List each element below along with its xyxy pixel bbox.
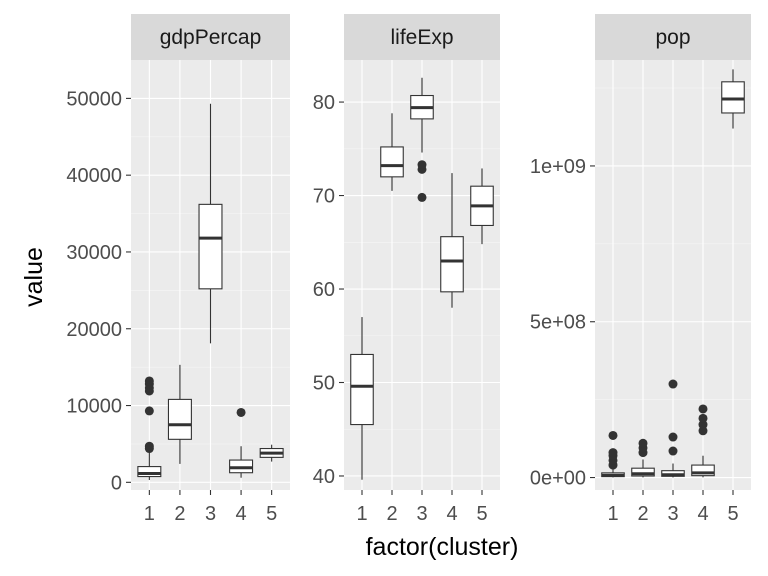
y-tick-label: 70 [313, 186, 335, 208]
boxplot-gdpPercap-cluster-1 [137, 376, 162, 481]
outlier-point [144, 441, 154, 451]
boxplot-lifeExp-cluster-2 [380, 113, 404, 191]
iqr-box [198, 203, 223, 290]
outlier-point [417, 192, 427, 202]
boxplot-pop-cluster-5 [721, 69, 745, 129]
facet-panel-lifeExp: 40 50 60 70 80 1 2 3 4 5 lifeExp [313, 14, 500, 525]
y-tick-label: 40000 [66, 165, 122, 187]
outlier-point [236, 407, 246, 417]
x-tick-label: 3 [205, 503, 216, 525]
facet-panel-pop: 0e+00 5e+08 1e+09 1 2 3 4 5 pop [530, 14, 751, 525]
outlier-point [144, 406, 154, 416]
outlier-point [144, 376, 154, 386]
iqr-box [137, 466, 162, 478]
facet-strip [131, 14, 290, 60]
facet-strip-label: gdpPercap [160, 26, 262, 49]
y-tick-label: 60 [313, 279, 335, 301]
x-tick-label: 5 [727, 503, 738, 525]
facet-strip-label: lifeExp [390, 26, 453, 49]
boxplot-lifeExp-cluster-1 [350, 317, 374, 480]
outlier-point [698, 413, 708, 423]
y-tick-label: 20000 [66, 319, 122, 341]
x-tick-label: 3 [416, 503, 427, 525]
outlier-point [608, 430, 618, 440]
facet-strip-label: pop [655, 26, 690, 49]
boxplot-gdpPercap-cluster-4 [229, 407, 254, 478]
facet-strip [344, 14, 500, 60]
y-tick-label: 5e+08 [530, 312, 586, 334]
x-tick-label: 5 [476, 503, 487, 525]
iqr-box [167, 398, 192, 440]
boxplot-lifeExp-cluster-5 [470, 168, 494, 245]
y-tick-label: 40 [313, 466, 335, 488]
y-axis-title: value [20, 247, 48, 307]
y-tick-label: 1e+09 [530, 156, 586, 178]
x-tick-label: 4 [446, 503, 457, 525]
y-tick-label: 50 [313, 373, 335, 395]
x-tick-label: 2 [637, 503, 648, 525]
iqr-box [440, 236, 464, 293]
iqr-box [721, 81, 745, 114]
boxplot-pop-cluster-1 [601, 430, 625, 478]
y-tick-label: 0 [111, 472, 122, 494]
boxplot-gdpPercap-cluster-2 [167, 364, 192, 464]
facet-panel-gdpPercap: 0 10000 20000 30000 40000 50000 1 2 3 4 5 gdpPercap [66, 14, 290, 525]
x-tick-label: 1 [144, 503, 155, 525]
boxplot-gdpPercap-cluster-5 [259, 444, 284, 462]
x-tick-label: 1 [356, 503, 367, 525]
boxplot-lifeExp-cluster-3 [410, 77, 434, 202]
outlier-point [698, 404, 708, 414]
y-tick-label: 80 [313, 92, 335, 114]
outlier-point [698, 420, 708, 430]
iqr-box [380, 146, 404, 178]
outlier-point [668, 446, 678, 456]
boxplot-gdpPercap-cluster-3 [198, 103, 223, 344]
x-tick-label: 4 [236, 503, 247, 525]
x-tick-label: 2 [386, 503, 397, 525]
boxplot-pop-cluster-2 [631, 438, 655, 478]
outlier-point [698, 426, 708, 436]
outlier-point [608, 448, 618, 458]
y-tick-label: 0e+00 [530, 468, 586, 490]
y-tick-label: 10000 [66, 396, 122, 418]
boxplot-pop-cluster-3 [661, 379, 685, 478]
boxplot-pop-cluster-4 [691, 404, 715, 478]
facet-strip [595, 14, 751, 60]
boxplot-lifeExp-cluster-4 [440, 173, 464, 308]
x-tick-label: 3 [667, 503, 678, 525]
iqr-box [631, 467, 655, 477]
outlier-point [417, 160, 427, 170]
outlier-point [668, 379, 678, 389]
x-tick-label: 2 [174, 503, 185, 525]
outlier-point [668, 432, 678, 442]
x-tick-label: 5 [266, 503, 277, 525]
y-tick-label: 50000 [66, 88, 122, 110]
iqr-box [691, 464, 715, 477]
x-tick-label: 1 [607, 503, 618, 525]
iqr-box [350, 353, 374, 426]
x-axis-title: factor(cluster) [366, 533, 519, 561]
y-tick-label: 30000 [66, 242, 122, 264]
x-tick-label: 4 [697, 503, 708, 525]
outlier-point [638, 438, 648, 448]
